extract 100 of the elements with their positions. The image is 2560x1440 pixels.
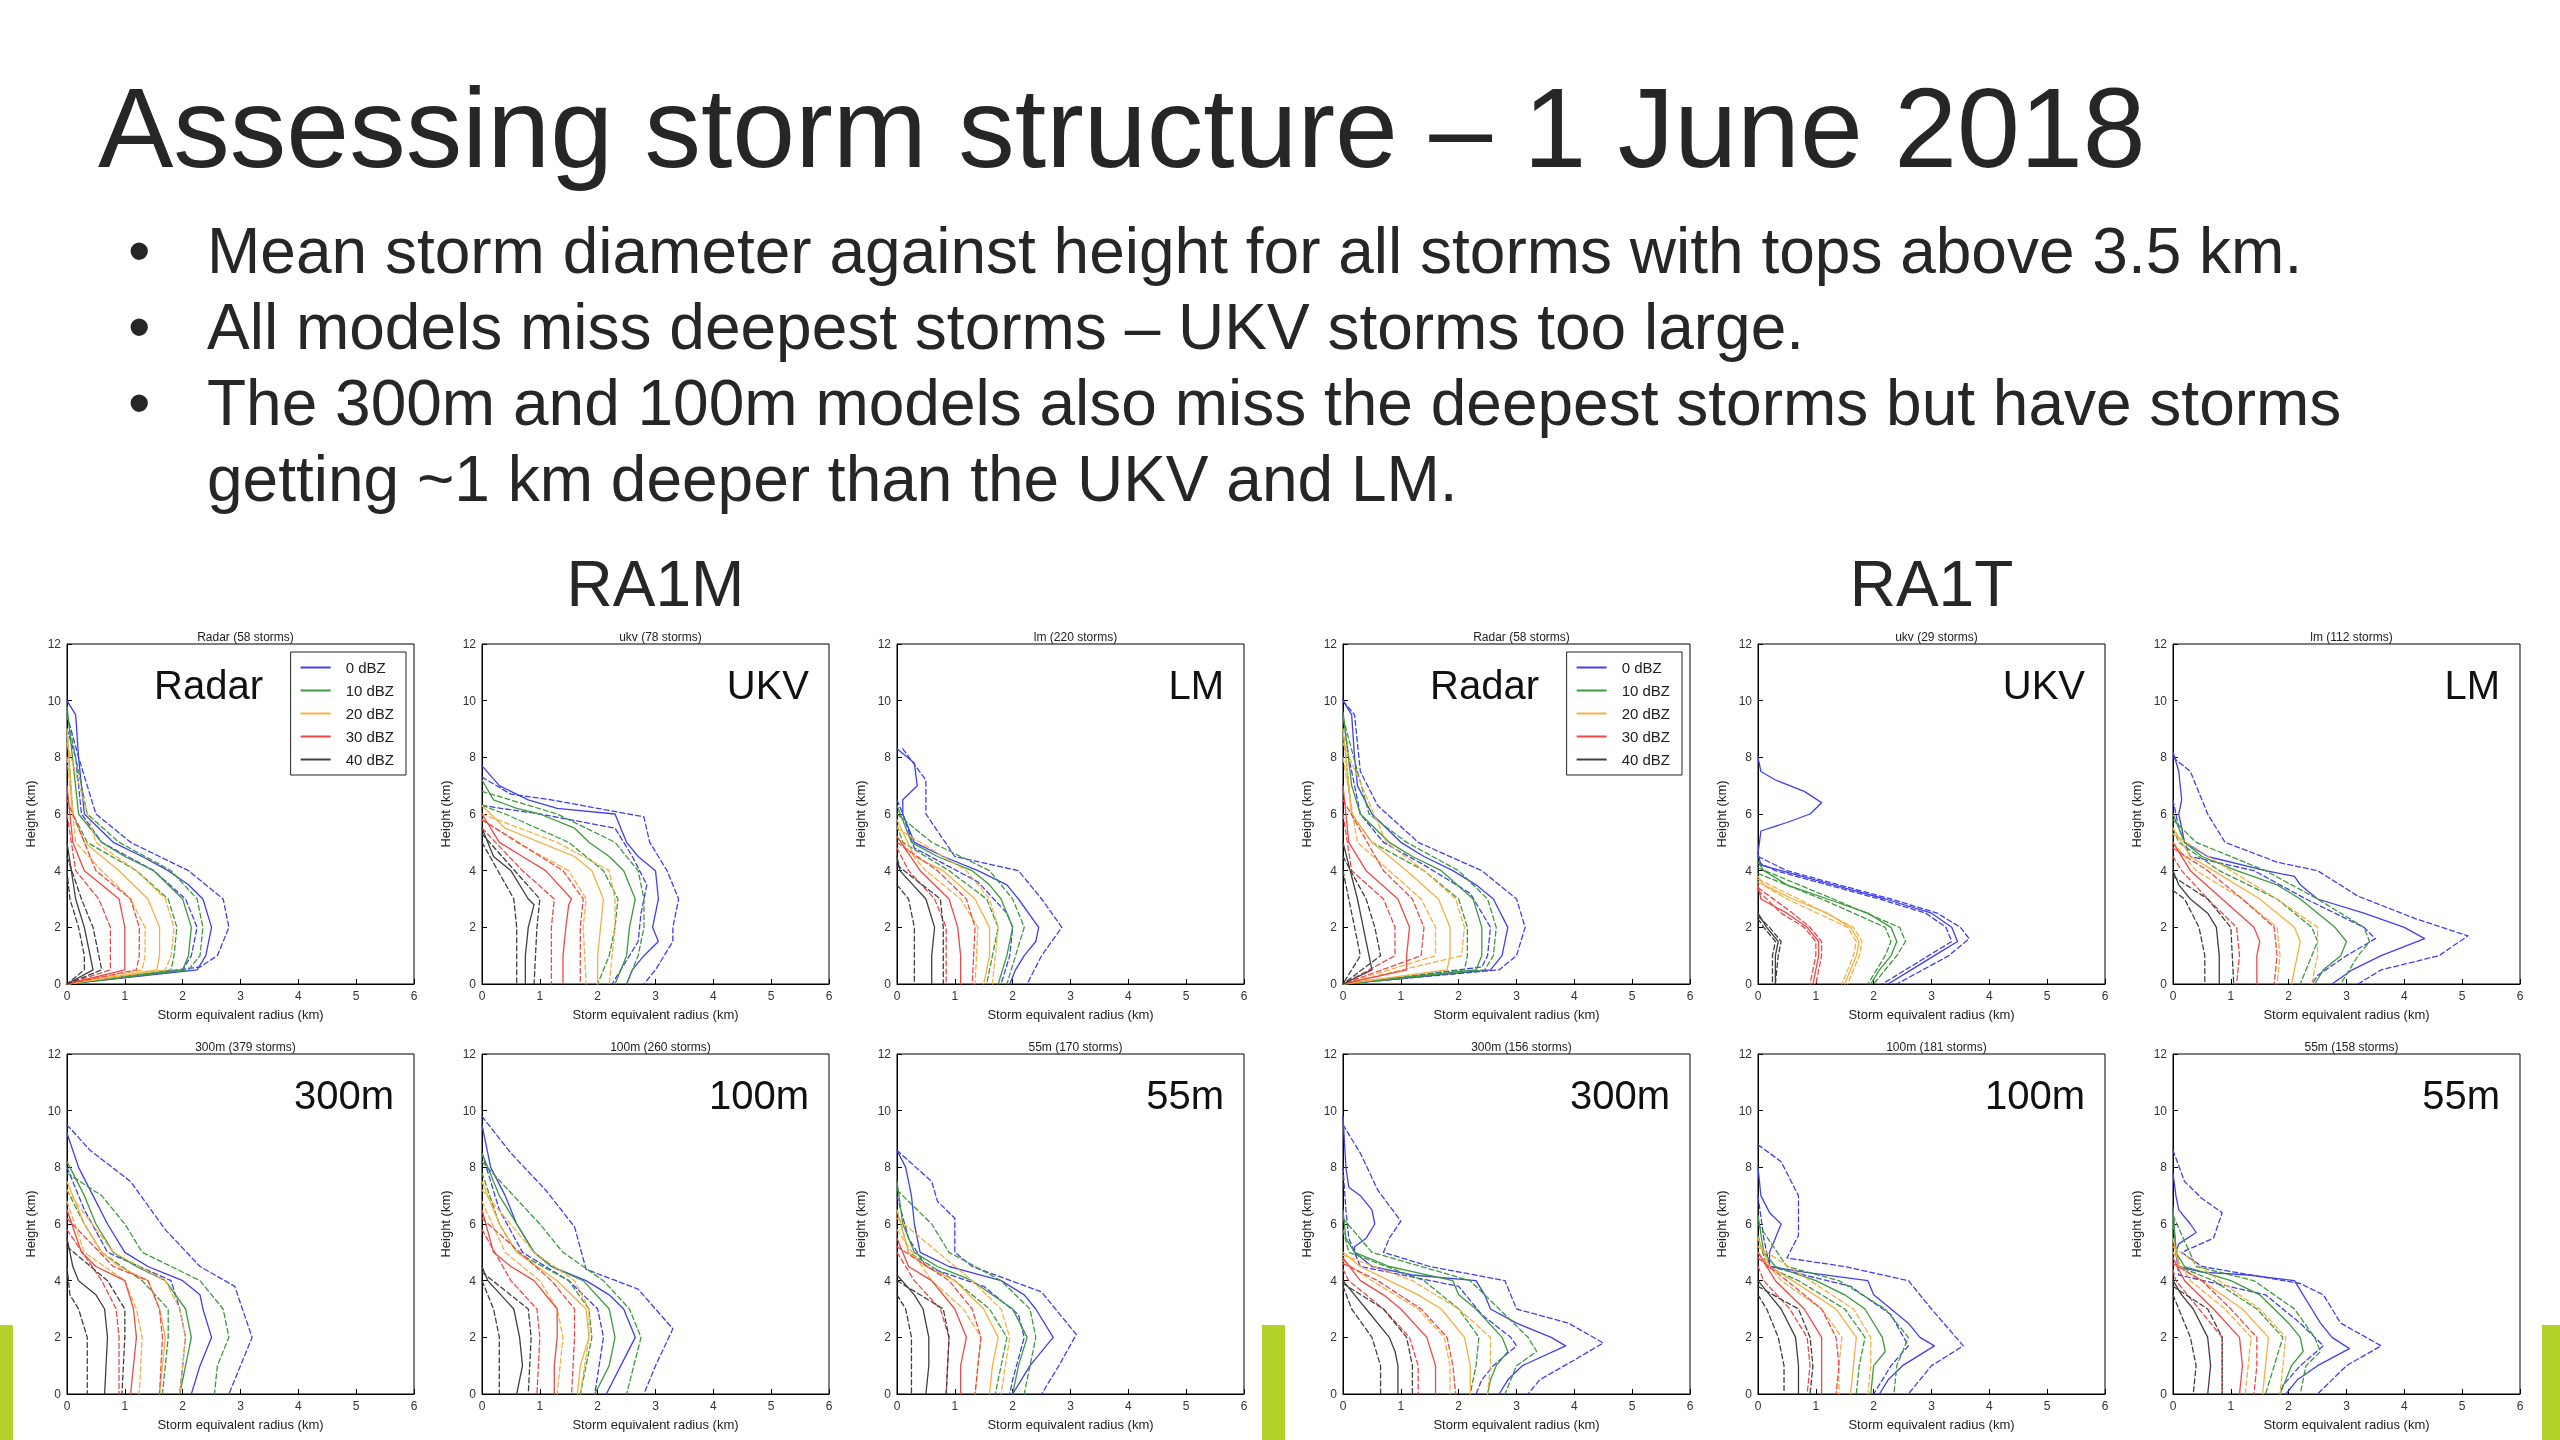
y-tick-label: 6 bbox=[469, 807, 477, 821]
x-tick-label: 4 bbox=[1570, 1399, 1578, 1413]
x-tick-label: 0 bbox=[893, 989, 901, 1003]
chart-title: lm (112 storms) bbox=[2310, 630, 2393, 644]
y-tick-label: 0 bbox=[1745, 977, 1753, 991]
y-tick-label: 8 bbox=[54, 750, 62, 765]
annotation: 55m bbox=[1146, 1073, 1224, 1117]
y-tick-label: 10 bbox=[2153, 1103, 2168, 1118]
y-tick-label: 6 bbox=[1330, 807, 1338, 821]
x-axis-title: Storm equivalent radius (km) bbox=[1848, 1007, 2015, 1022]
text: • All models miss deepest storms – UKV storms too large. bbox=[128, 290, 1805, 365]
text: RA1M bbox=[565, 548, 746, 620]
x-tick-label: 2 bbox=[1009, 1399, 1017, 1413]
x-tick-label: 0 bbox=[1754, 989, 1762, 1003]
y-tick-label: 6 bbox=[884, 1217, 892, 1231]
x-tick-label: 4 bbox=[294, 1399, 302, 1413]
x-tick-label: 4 bbox=[709, 1399, 717, 1413]
x-tick-label: 3 bbox=[1513, 1399, 1521, 1413]
y-tick-label: 6 bbox=[884, 807, 892, 821]
y-tick-label: 2 bbox=[884, 1330, 892, 1345]
y-tick-label: 10 bbox=[47, 1103, 62, 1118]
x-tick-label: 5 bbox=[2458, 1399, 2466, 1413]
y-tick-label: 12 bbox=[462, 637, 477, 651]
x-tick-label: 2 bbox=[1455, 1399, 1463, 1413]
x-axis-title: Storm equivalent radius (km) bbox=[1848, 1417, 2015, 1432]
x-tick-label: 5 bbox=[1628, 989, 1636, 1003]
y-tick-label: 0 bbox=[469, 1387, 477, 1401]
text: • The 300m and 100m models also miss the deepest storms but have storms getting ~1 km deeper than the UKV and LM. bbox=[128, 366, 2343, 517]
x-tick-label: 4 bbox=[294, 989, 302, 1003]
x-tick-label: 6 bbox=[410, 1399, 418, 1413]
annotation: 300m bbox=[293, 1073, 394, 1117]
y-tick-label: 4 bbox=[2160, 1273, 2168, 1288]
x-tick-label: 0 bbox=[2169, 1399, 2177, 1413]
annotation: Radar bbox=[1430, 663, 1540, 707]
y-tick-label: 8 bbox=[1745, 1160, 1753, 1175]
x-tick-label: 4 bbox=[709, 989, 717, 1003]
y-axis-title: Height (km) bbox=[22, 780, 38, 848]
legend-label: 10 dBZ bbox=[345, 682, 395, 699]
x-tick-label: 6 bbox=[2101, 1399, 2109, 1413]
x-tick-label: 5 bbox=[767, 1399, 775, 1413]
x-tick-label: 1 bbox=[121, 1399, 129, 1413]
y-tick-label: 0 bbox=[1330, 977, 1338, 991]
x-axis-title: Storm equivalent radius (km) bbox=[987, 1417, 1154, 1432]
y-axis-title: Height (km) bbox=[1713, 1190, 1729, 1258]
x-tick-label: 2 bbox=[594, 989, 602, 1003]
y-tick-label: 0 bbox=[884, 977, 892, 991]
y-tick-label: 12 bbox=[1738, 1047, 1753, 1061]
chart-title: 300m (379 storms) bbox=[195, 1040, 296, 1054]
chart-title: 300m (156 storms) bbox=[1471, 1040, 1572, 1054]
y-tick-label: 8 bbox=[1745, 750, 1753, 765]
y-axis-title: Height (km) bbox=[1298, 780, 1314, 848]
x-tick-label: 4 bbox=[1124, 989, 1132, 1003]
y-tick-label: 10 bbox=[462, 1103, 477, 1118]
y-tick-label: 2 bbox=[884, 920, 892, 935]
x-tick-label: 5 bbox=[1628, 1399, 1636, 1413]
y-tick-label: 2 bbox=[1330, 1330, 1338, 1345]
x-tick-label: 5 bbox=[1182, 989, 1190, 1003]
x-tick-label: 0 bbox=[478, 1399, 486, 1413]
y-tick-label: 12 bbox=[1323, 637, 1338, 651]
y-tick-label: 12 bbox=[1323, 1047, 1338, 1061]
x-axis-title: Storm equivalent radius (km) bbox=[2263, 1007, 2430, 1022]
y-tick-label: 2 bbox=[54, 920, 62, 935]
y-tick-label: 10 bbox=[47, 693, 62, 708]
annotation: 100m bbox=[1984, 1073, 2085, 1117]
x-tick-label: 3 bbox=[1067, 1399, 1075, 1413]
y-tick-label: 12 bbox=[2153, 1047, 2168, 1061]
y-tick-label: 8 bbox=[2160, 750, 2168, 765]
y-tick-label: 4 bbox=[2160, 863, 2168, 878]
x-tick-label: 6 bbox=[1686, 1399, 1694, 1413]
y-tick-label: 6 bbox=[54, 807, 62, 821]
chart-title: 100m (260 storms) bbox=[610, 1040, 711, 1054]
y-tick-label: 10 bbox=[877, 693, 892, 708]
x-tick-label: 4 bbox=[1124, 1399, 1132, 1413]
y-tick-label: 4 bbox=[469, 863, 477, 878]
y-tick-label: 4 bbox=[54, 863, 62, 878]
legend-label: 0 dBZ bbox=[345, 659, 386, 676]
chart-title: ukv (29 storms) bbox=[1895, 630, 1978, 644]
y-tick-label: 12 bbox=[462, 1047, 477, 1061]
y-tick-label: 10 bbox=[1323, 693, 1338, 708]
y-tick-label: 0 bbox=[54, 1387, 62, 1401]
y-tick-label: 2 bbox=[2160, 920, 2168, 935]
x-tick-label: 6 bbox=[2101, 989, 2109, 1003]
y-tick-label: 4 bbox=[54, 1273, 62, 1288]
legend-label: 40 dBZ bbox=[345, 751, 395, 768]
x-tick-label: 4 bbox=[2400, 989, 2408, 1003]
y-tick-label: 2 bbox=[469, 920, 477, 935]
x-tick-label: 1 bbox=[951, 989, 959, 1003]
x-tick-label: 2 bbox=[1870, 1399, 1878, 1413]
x-tick-label: 1 bbox=[1397, 1399, 1405, 1413]
y-tick-label: 6 bbox=[1745, 807, 1753, 821]
x-tick-label: 2 bbox=[594, 1399, 602, 1413]
y-tick-label: 2 bbox=[1330, 920, 1338, 935]
y-tick-label: 8 bbox=[884, 1160, 892, 1175]
y-axis-title: Height (km) bbox=[437, 780, 453, 848]
y-axis-title: Height (km) bbox=[22, 1190, 38, 1258]
x-tick-label: 0 bbox=[2169, 989, 2177, 1003]
y-axis-title: Height (km) bbox=[1713, 780, 1729, 848]
x-tick-label: 2 bbox=[179, 1399, 187, 1413]
x-tick-label: 2 bbox=[179, 989, 187, 1003]
x-tick-label: 5 bbox=[767, 989, 775, 1003]
